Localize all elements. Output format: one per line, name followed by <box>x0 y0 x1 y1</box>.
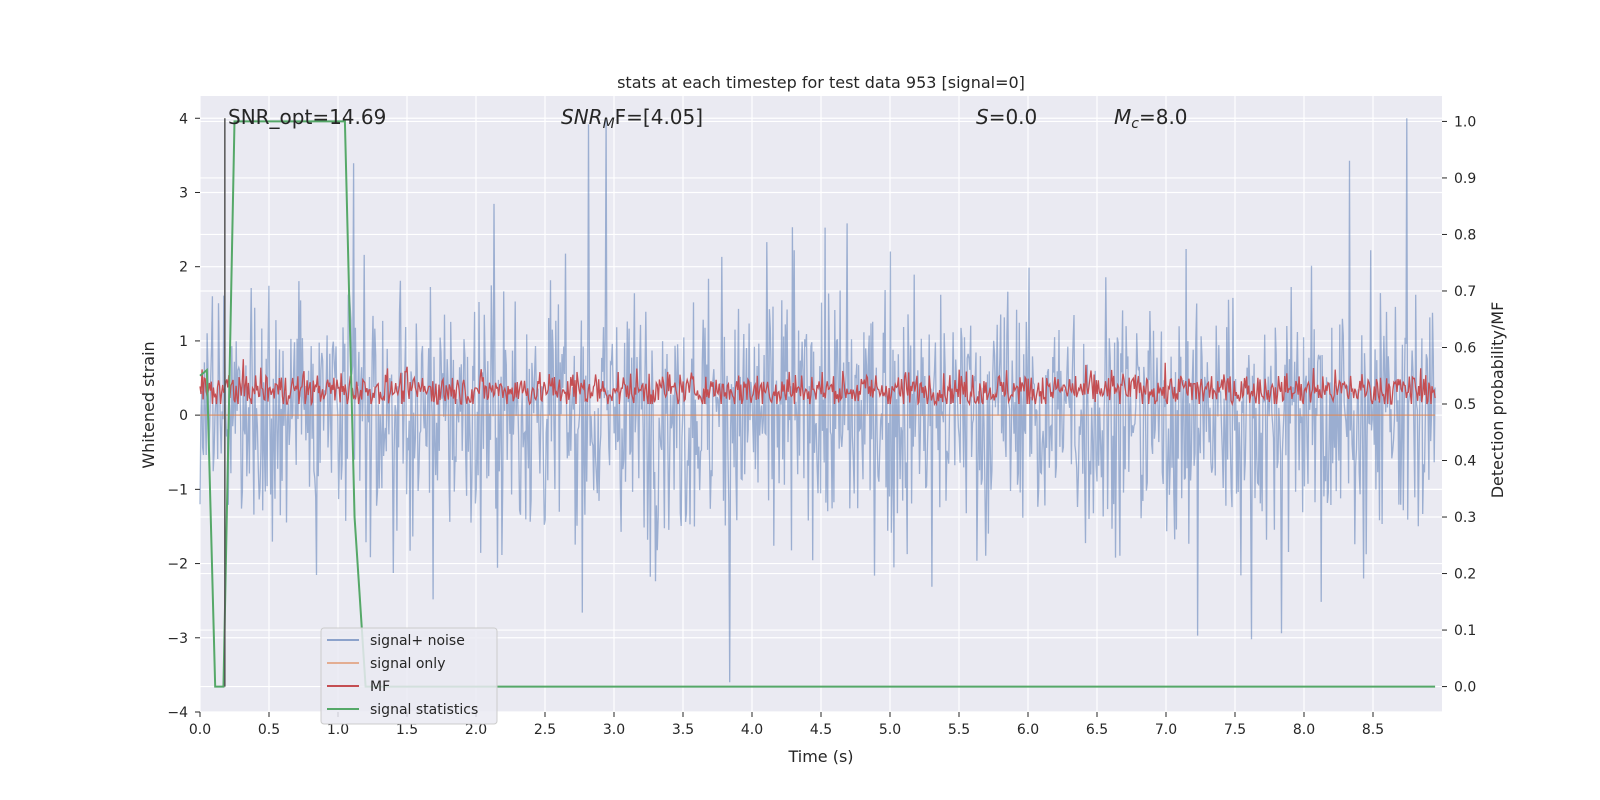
annotation-snr-opt: SNR_opt=14.69 <box>228 105 386 129</box>
y-tick-label-right: 0.5 <box>1454 397 1476 413</box>
legend-label-signal-only: signal only <box>370 656 445 672</box>
y-tick-label-right: 0.9 <box>1454 171 1476 187</box>
series-mf <box>199 359 1436 407</box>
x-tick-label: 2.0 <box>465 722 487 738</box>
y-tick-label: −1 <box>167 482 188 498</box>
annotation-snr-mf-rest: F=[4.05] <box>615 105 703 129</box>
x-tick-label: 3.5 <box>672 722 694 738</box>
legend: signal+ noise signal only MF signal stat… <box>320 627 498 725</box>
x-tick-label: 8.0 <box>1293 722 1315 738</box>
annotation-mc: Mc=8.0 <box>1114 105 1188 132</box>
x-tick-label: 4.0 <box>741 722 763 738</box>
y-ticks-left: 4 3 2 1 0 −1 −2 −3 −4 <box>167 111 200 721</box>
chart-title: stats at each timestep for test data 953… <box>617 73 1025 92</box>
x-tick-label: 5.0 <box>879 722 901 738</box>
y-tick-label: 2 <box>179 260 188 276</box>
y-tick-label: −2 <box>167 557 188 573</box>
legend-box <box>320 627 498 725</box>
x-tick-label: 3.0 <box>603 722 625 738</box>
annotation-snr-mf: SNRMF=[4.05] <box>561 105 703 132</box>
y-tick-label-right: 0.8 <box>1454 227 1476 243</box>
x-tick-label: 4.5 <box>810 722 832 738</box>
y-tick-label-right: 1.0 <box>1454 114 1476 130</box>
x-tick-label: 2.5 <box>534 722 556 738</box>
y-ticks-right: 1.0 0.9 0.8 0.7 0.6 0.5 0.4 0.3 0.2 0.1 0.0 <box>1442 114 1476 696</box>
y-tick-label: 3 <box>179 185 188 201</box>
legend-label-signal-statistics: signal statistics <box>370 702 478 718</box>
y-tick-label: 0 <box>179 408 188 424</box>
x-tick-label: 6.0 <box>1017 722 1039 738</box>
series-signal-noise <box>199 118 1436 683</box>
y-tick-label-right: 0.0 <box>1454 680 1476 696</box>
x-tick-label: 0.5 <box>258 722 280 738</box>
annotation-s: S=0.0 <box>976 105 1037 129</box>
legend-label-mf: MF <box>370 679 390 695</box>
x-tick-label: 7.5 <box>1224 722 1246 738</box>
y-tick-label-right: 0.3 <box>1454 510 1476 526</box>
y-tick-label: 1 <box>179 334 188 350</box>
line-signal-noise <box>199 118 1436 683</box>
x-tick-label: 5.5 <box>948 722 970 738</box>
x-tick-label: 1.0 <box>327 722 349 738</box>
y-tick-label-right: 0.6 <box>1454 340 1476 356</box>
x-tick-label: 6.5 <box>1086 722 1108 738</box>
y-tick-label: 4 <box>179 111 188 127</box>
y-tick-label-right: 0.4 <box>1454 454 1476 470</box>
y-axis-label-left: Whitened strain <box>139 341 158 468</box>
y-tick-label: −3 <box>167 631 188 647</box>
x-tick-label: 1.5 <box>396 722 418 738</box>
x-ticks: 0.0 0.5 1.0 1.5 2.0 2.5 3.0 3.5 4.0 4.5 5.0 5.5 6.0 6… <box>189 712 1384 738</box>
y-tick-label-right: 0.1 <box>1454 623 1476 639</box>
legend-label-signal-noise: signal+ noise <box>370 633 465 649</box>
x-tick-label: 7.0 <box>1155 722 1177 738</box>
x-tick-label: 0.0 <box>189 722 211 738</box>
line-mf <box>199 359 1436 407</box>
y-tick-label-right: 0.7 <box>1454 284 1476 300</box>
y-axis-label-right: Detection probability/MF <box>1488 302 1507 499</box>
y-tick-label-right: 0.2 <box>1454 567 1476 583</box>
x-tick-label: 8.5 <box>1362 722 1384 738</box>
y-tick-label: −4 <box>167 705 188 721</box>
x-axis-label: Time (s) <box>787 747 853 766</box>
